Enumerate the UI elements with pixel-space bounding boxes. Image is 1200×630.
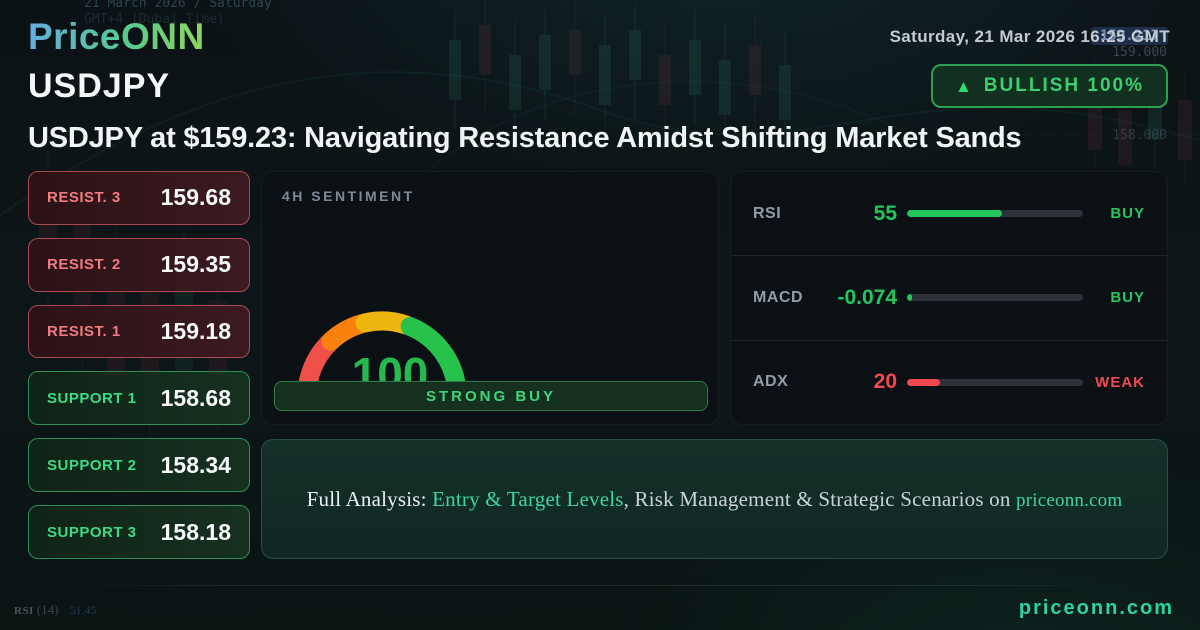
sentiment-heading: 4H SENTIMENT <box>282 188 415 204</box>
indicator-label: MACD <box>753 288 803 306</box>
indicator-bar-fill <box>907 210 1003 218</box>
analysis-highlight-link[interactable]: Entry & Target Levels <box>432 486 624 511</box>
level-support-1: SUPPORT 1 158.68 <box>28 371 250 426</box>
indicator-signal: BUY <box>1110 205 1145 223</box>
indicator-value: -0.074 <box>837 285 897 309</box>
footer-website-link[interactable]: priceonn.com <box>1018 597 1174 619</box>
indicator-signal: BUY <box>1110 289 1145 307</box>
analysis-site-link[interactable]: priceonn.com <box>1016 489 1123 511</box>
indicator-value: 20 <box>873 370 897 394</box>
level-support-2: SUPPORT 2 158.34 <box>28 438 250 493</box>
analysis-middle: , Risk Management & Strategic Scenarios … <box>623 486 1017 511</box>
indicator-row-adx: ADX 20 WEAK <box>731 339 1167 424</box>
indicators-panel: RSI 55 BUY MACD -0.074 BUY ADX 20 WEAK <box>730 171 1168 425</box>
level-value: 159.18 <box>160 318 231 345</box>
sentiment-panel: 4H SENTIMENT 100 STRONG BUY <box>261 171 719 425</box>
indicator-bar-track <box>907 294 1083 302</box>
indicator-signal: WEAK <box>1095 373 1145 391</box>
indicator-row-rsi: RSI 55 BUY <box>731 172 1167 255</box>
currency-pair-title: USDJPY <box>28 66 171 105</box>
levels-column: RESIST. 3 159.68 RESIST. 2 159.35 RESIST… <box>28 171 250 559</box>
gauge-arc-amber <box>355 311 416 335</box>
indicator-bar-fill <box>907 294 913 302</box>
level-value: 158.18 <box>160 518 231 545</box>
triangle-up-icon: ▲ <box>954 76 972 96</box>
level-resistance-3: RESIST. 3 159.68 <box>28 171 250 225</box>
level-label: RESIST. 1 <box>47 323 121 341</box>
logo-part-price: Price <box>28 16 122 57</box>
verdict-label: STRONG BUY <box>425 387 556 405</box>
article-headline: USDJPY at $159.23: Navigating Resistance… <box>28 122 1022 154</box>
header: PriceONN Saturday, 21 Mar 2026 16:25 GMT <box>0 0 1200 58</box>
brand-logo: PriceONN <box>28 16 205 58</box>
level-label: SUPPORT 1 <box>47 389 137 407</box>
level-resistance-1: RESIST. 1 159.18 <box>28 304 250 359</box>
indicator-row-macd: MACD -0.074 BUY <box>731 255 1167 339</box>
level-value: 159.35 <box>160 251 231 278</box>
bullish-sentiment-badge: ▲ BULLISH 100% <box>930 64 1168 108</box>
indicator-label: RSI <box>753 204 782 222</box>
pair-row: USDJPY ▲ BULLISH 100% <box>0 58 1200 108</box>
indicator-bar-track <box>907 378 1083 386</box>
analysis-text: Full Analysis: Entry & Target Levels, Ri… <box>307 487 1123 512</box>
footer-divider <box>70 585 1130 586</box>
level-value: 158.68 <box>160 384 231 411</box>
indicator-value: 55 <box>873 201 897 225</box>
indicator-label: ADX <box>753 373 789 391</box>
level-label: RESIST. 2 <box>47 256 121 274</box>
level-label: RESIST. 3 <box>47 189 121 207</box>
level-label: SUPPORT 3 <box>47 523 137 541</box>
level-value: 159.68 <box>160 184 231 211</box>
analysis-prefix: Full Analysis: <box>306 486 433 511</box>
main-grid: RESIST. 3 159.68 RESIST. 2 159.35 RESIST… <box>0 155 1200 559</box>
logo-part-onn: ONN <box>121 16 205 57</box>
level-support-3: SUPPORT 3 158.18 <box>28 505 250 559</box>
bullish-badge-label: BULLISH 100% <box>983 75 1144 96</box>
indicator-bar-fill <box>907 378 941 386</box>
level-resistance-2: RESIST. 2 159.35 <box>28 237 250 292</box>
datetime-label: Saturday, 21 Mar 2026 16:25 GMT <box>889 27 1170 46</box>
indicator-bar-track <box>907 210 1083 218</box>
strong-buy-button[interactable]: STRONG BUY <box>274 381 708 411</box>
level-value: 158.34 <box>160 451 231 478</box>
full-analysis-banner: Full Analysis: Entry & Target Levels, Ri… <box>261 439 1168 559</box>
level-label: SUPPORT 2 <box>47 456 137 474</box>
